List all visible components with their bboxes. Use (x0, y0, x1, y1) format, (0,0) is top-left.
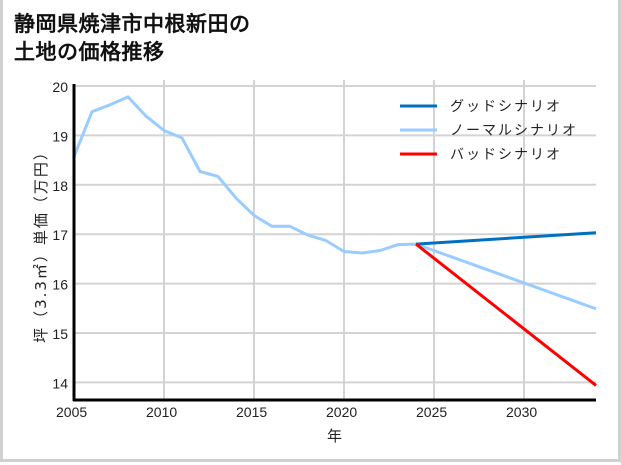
grid-lines (74, 80, 596, 400)
y-tick-label: 14 (52, 375, 68, 391)
chart-title: 静岡県焼津市中根新田の 土地の価格推移 (14, 10, 251, 66)
y-tick-label: 16 (52, 277, 68, 293)
y-tick-label: 19 (52, 128, 68, 144)
x-tick-label: 2005 (56, 404, 87, 420)
x-axis-label: 年 (327, 427, 342, 445)
axes (72, 84, 596, 402)
y-axis-label: 坪（3.3㎡）単価（万円） (32, 143, 50, 343)
title-line-1: 静岡県焼津市中根新田の (14, 12, 251, 36)
legend-label: グッドシナリオ (450, 99, 562, 115)
x-tick-label: 2030 (506, 404, 537, 420)
x-tick-label: 2010 (146, 404, 177, 420)
series-line (415, 242, 597, 387)
series-line (415, 231, 597, 246)
x-tick-label: 2020 (326, 404, 357, 420)
tick-labels: 14 15 16 17 18 19 20 2005 2010 2015 2020 2025 2030 (52, 79, 537, 420)
y-tick-label: 18 (52, 178, 68, 194)
title-line-2: 土地の価格推移 (14, 40, 165, 64)
data-lines (72, 95, 597, 387)
x-tick-label: 2025 (416, 404, 447, 420)
y-tick-label: 20 (52, 79, 68, 95)
y-tick-label: 15 (52, 326, 68, 342)
x-tick-label: 2015 (236, 404, 267, 420)
y-tick-label: 17 (52, 227, 68, 243)
legend-label: ノーマルシナリオ (450, 123, 578, 139)
legend-label: バッドシナリオ (450, 147, 562, 163)
series-line (72, 95, 597, 311)
